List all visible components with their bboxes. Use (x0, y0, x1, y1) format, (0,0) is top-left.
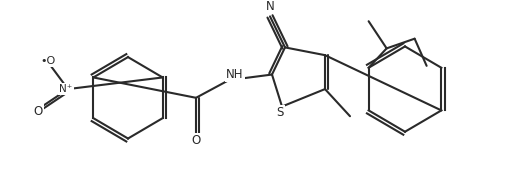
Text: N: N (265, 0, 274, 13)
Text: S: S (276, 106, 283, 119)
Text: N⁺: N⁺ (59, 84, 72, 94)
Text: NH: NH (226, 68, 243, 81)
Text: O: O (191, 134, 200, 147)
Text: •O: •O (40, 56, 55, 66)
Text: O: O (33, 105, 43, 118)
